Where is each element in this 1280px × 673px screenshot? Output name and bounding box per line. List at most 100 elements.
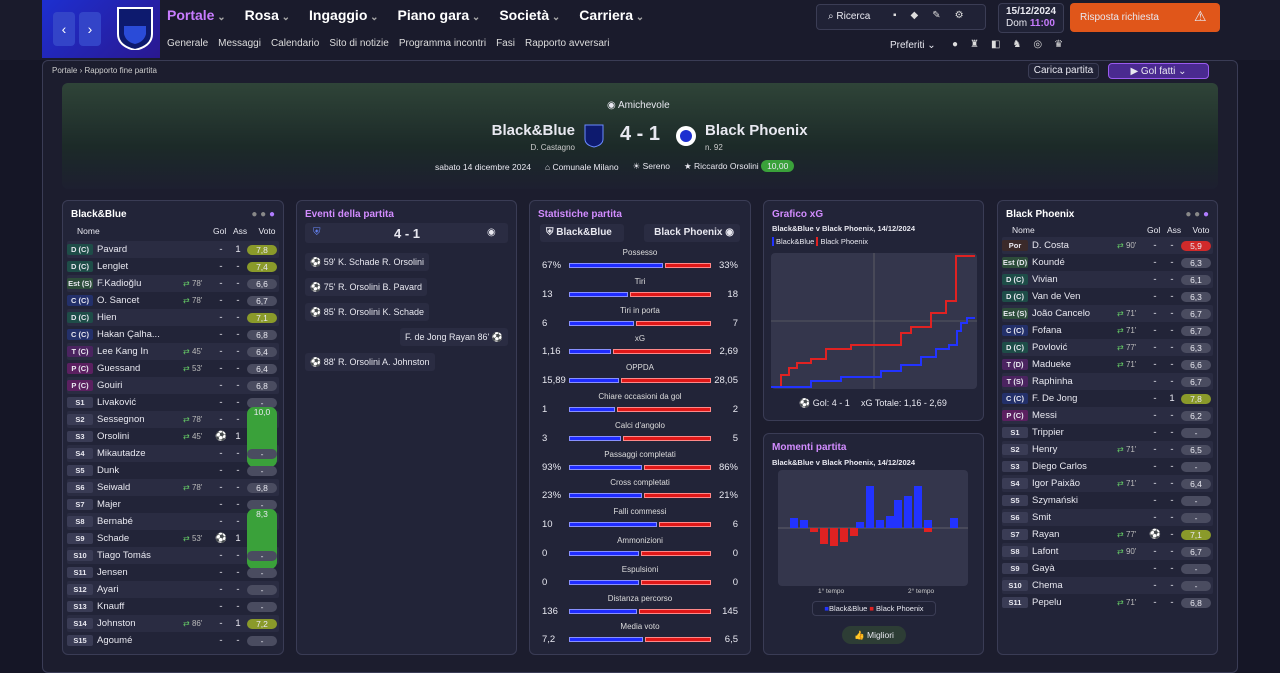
player-row[interactable]: D (C) Van de Ven - -6,3 bbox=[1002, 288, 1213, 305]
player-row[interactable]: S3Orsolini45'⚽110,0 bbox=[67, 406, 279, 467]
player-row[interactable]: Est (D) Koundé - -6,3 bbox=[1002, 254, 1213, 271]
player-row[interactable]: D (C)Povlović77'--6,3 bbox=[1002, 339, 1213, 356]
position: S2 bbox=[1002, 444, 1028, 455]
goals: - bbox=[1153, 563, 1157, 574]
nav-tab[interactable]: Ingaggio bbox=[309, 7, 379, 23]
nav-tab[interactable]: Rosa bbox=[245, 7, 290, 23]
player-row[interactable]: P (C) Messi - -6,2 bbox=[1002, 407, 1213, 424]
stat-row: Media voto 7,2 6,5 bbox=[530, 622, 750, 648]
assist: F. de Jong bbox=[404, 332, 447, 342]
player-row[interactable]: C (C)Fofana71'--6,7 bbox=[1002, 322, 1213, 339]
player-row[interactable]: S3 Diego Carlos - - - bbox=[1002, 458, 1213, 475]
rating: 6,7 bbox=[1181, 325, 1211, 336]
player-row[interactable]: S6 Smit - - - bbox=[1002, 509, 1213, 526]
sub-nav-link[interactable]: Sito di notizie bbox=[329, 38, 389, 49]
shortcut-icons[interactable]: ●♜◧♞◎♛ bbox=[952, 39, 1076, 50]
goals: - bbox=[1153, 257, 1157, 268]
player-row[interactable]: S15 Agoumé - - - bbox=[67, 632, 279, 649]
goals-button[interactable]: ▶ Gol fatti ⌄ bbox=[1108, 63, 1209, 79]
player-row[interactable]: C (C) Hakan Çalha... - -6,8 bbox=[67, 326, 279, 343]
player-row[interactable]: T (D)Madueke71'--6,6 bbox=[1002, 356, 1213, 373]
rating: 6,1 bbox=[1181, 274, 1211, 285]
rating: 6,5 bbox=[1181, 444, 1211, 455]
position: S6 bbox=[67, 482, 93, 493]
time: 11:00 bbox=[1029, 18, 1055, 29]
assists: 1 bbox=[235, 618, 241, 629]
player-row[interactable]: D (C) Lenglet - -7,4 bbox=[67, 258, 279, 275]
player-row[interactable]: S10 Tiago Tomás - - - bbox=[67, 547, 279, 564]
sub-minute: 45' bbox=[183, 432, 213, 441]
match-info: sabato 14 dicembre 2024 ⌂ Comunale Milan… bbox=[435, 160, 795, 172]
player-row[interactable]: S7 Majer - - - bbox=[67, 496, 279, 513]
player-name: Majer bbox=[97, 499, 121, 510]
player-row[interactable]: P (C)Guessand53'--6,4 bbox=[67, 360, 279, 377]
event: ⚽ 75' R. Orsolini B. Pavard bbox=[305, 278, 428, 296]
player-row[interactable]: T (C)Lee Kang In45'--6,4 bbox=[67, 343, 279, 360]
player-row[interactable]: S1 Livaković - - - bbox=[67, 394, 279, 411]
player-row[interactable]: C (C)O. Sancet78'--6,7 bbox=[67, 292, 279, 309]
assists: - bbox=[1170, 444, 1174, 455]
nav-tab[interactable]: Carriera bbox=[579, 7, 644, 23]
player-row[interactable]: S12 Ayari - - - bbox=[67, 581, 279, 598]
player-row[interactable]: Est (S)João Cancelo71'--6,7 bbox=[1002, 305, 1213, 322]
player-row[interactable]: S4 Mikautadze - - - bbox=[67, 445, 279, 462]
sub-nav-link[interactable]: Programma incontri bbox=[398, 38, 487, 49]
player-row[interactable]: S8Lafont90'--6,7 bbox=[1002, 543, 1213, 560]
nav-tab[interactable]: Società bbox=[499, 7, 560, 23]
forward-button[interactable]: › bbox=[79, 12, 101, 46]
rating: - bbox=[1181, 563, 1211, 574]
crumb[interactable]: Portale bbox=[52, 66, 78, 75]
player-row[interactable]: S5 Dunk - - - bbox=[67, 462, 279, 479]
sub-nav-link[interactable]: Messaggi bbox=[218, 38, 261, 49]
player-row[interactable]: S9 Gayà - - - bbox=[1002, 560, 1213, 577]
player-row[interactable]: S2Henry71'--6,5 bbox=[1002, 441, 1213, 458]
stat-bar-away bbox=[629, 291, 711, 297]
assists: - bbox=[236, 329, 240, 340]
panel-title: Eventi della partita bbox=[305, 209, 394, 220]
player-row[interactable]: S1 Trippier - - - bbox=[1002, 424, 1213, 441]
player-name: Pepelu bbox=[1032, 597, 1062, 608]
stats-away: Black Phoenix ◉ bbox=[644, 224, 740, 242]
player-row[interactable]: D (C) Pavard - 1 7,8 bbox=[67, 241, 279, 258]
sub-minute: 53' bbox=[183, 534, 213, 543]
sub-nav-link[interactable]: Calendario bbox=[270, 38, 320, 49]
sub-nav-link[interactable]: Generale bbox=[167, 38, 209, 49]
legend: ■Black&Blue ■ Black Phoenix bbox=[812, 601, 936, 616]
nav-tab[interactable]: Portale bbox=[167, 7, 226, 23]
favorites[interactable]: Preferiti ⌄ bbox=[890, 40, 936, 51]
player-row[interactable]: T (S) Raphinha - -6,7 bbox=[1002, 373, 1213, 390]
goals: - bbox=[219, 482, 223, 493]
subtitle: Black&Blue v Black Phoenix, 14/12/2024 bbox=[772, 224, 915, 233]
player-row[interactable]: S13 Knauff - - - bbox=[67, 598, 279, 615]
player-row[interactable]: S5 Szymański - - - bbox=[1002, 492, 1213, 509]
player-row[interactable]: P (C) Gouiri - -6,8 bbox=[67, 377, 279, 394]
nav-tab[interactable]: Piano gara bbox=[398, 7, 481, 23]
player-row[interactable]: S10 Chema - - - bbox=[1002, 577, 1213, 594]
player-row[interactable]: D (C) Hien - -7,1 bbox=[67, 309, 279, 326]
ball-icon: ⚽ bbox=[310, 357, 324, 367]
player-row[interactable]: D (C) Vivian - -6,1 bbox=[1002, 271, 1213, 288]
tool-icons[interactable]: ▪◆✎⚙ bbox=[893, 10, 978, 21]
load-button[interactable]: Carica partita bbox=[1028, 63, 1099, 79]
alert-button[interactable] bbox=[1070, 3, 1220, 32]
sub-nav-link[interactable]: Fasi bbox=[496, 38, 515, 49]
search-button[interactable]: ⌕ Ricerca bbox=[828, 11, 871, 22]
player-row[interactable]: S11 Jensen - - - bbox=[67, 564, 279, 581]
sub-nav-link[interactable]: Rapporto avversari bbox=[524, 38, 610, 49]
player-row[interactable]: S7 Rayan 77'⚽-7,1 bbox=[1002, 526, 1213, 543]
rating: 5,9 bbox=[1181, 240, 1211, 251]
player-row[interactable]: Est (S)F.Kadioğlu78'--6,6 bbox=[67, 275, 279, 292]
player-row[interactable]: S9Schade53'⚽18,3 bbox=[67, 508, 279, 569]
player-row[interactable]: S11Pepelu71'--6,8 bbox=[1002, 594, 1213, 611]
best-button[interactable]: 👍 Migliori bbox=[842, 626, 906, 644]
player-row[interactable]: S14 Johnston 86'- 1 7,2 bbox=[67, 615, 279, 632]
goals: - bbox=[1153, 274, 1157, 285]
sub-minute: 78' bbox=[183, 415, 213, 424]
player-row[interactable]: S6Seiwald78'--6,8 bbox=[67, 479, 279, 496]
player-row[interactable]: C (C) F. De Jong - 1 7,8 bbox=[1002, 390, 1213, 407]
stat-away: 33% bbox=[718, 260, 738, 271]
crumb: Rapporto fine partita bbox=[84, 66, 157, 75]
back-button[interactable]: ‹ bbox=[53, 12, 75, 46]
